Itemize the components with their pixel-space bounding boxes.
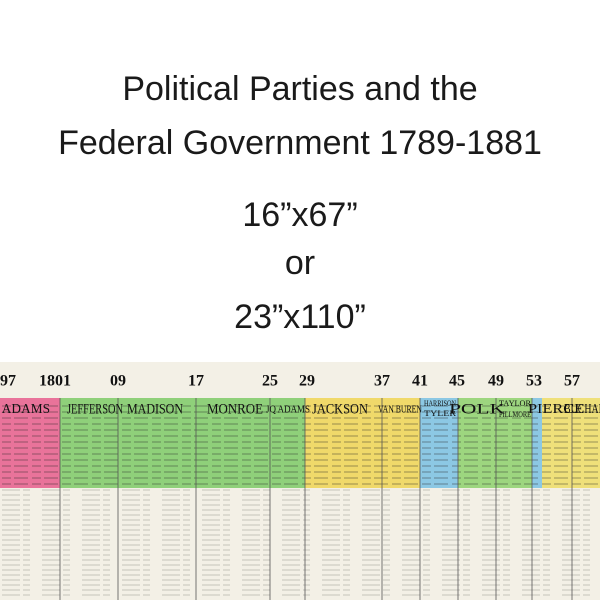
president-name: HARRISON (424, 399, 456, 408)
president-name: JACKSON (312, 401, 368, 417)
president-name: MONROE (207, 401, 263, 417)
year-label: 57 (564, 373, 580, 390)
president-name: TYLER (424, 409, 457, 418)
chart-strip: 97 1801 09 17 25 29 37 41 45 49 53 57 J ADAMS JEFFERS… (0, 362, 600, 600)
president-name: TAYLOR (499, 399, 532, 408)
year-label: 37 (374, 373, 390, 390)
president-name: VAN BUREN (378, 404, 422, 416)
president-name: POLK (449, 401, 505, 417)
year-label: 41 (412, 373, 428, 390)
year-label: 29 (299, 373, 315, 390)
title-line: Federal Government 1789-1881 (58, 124, 542, 162)
year-label: 1801 (39, 373, 71, 390)
title-line: Political Parties and the (122, 70, 478, 108)
year-label: 45 (449, 373, 465, 390)
year-label: 49 (488, 373, 504, 390)
party-bands (0, 398, 600, 488)
year-label: 17 (188, 373, 204, 390)
size-option: 23”x110” (234, 298, 366, 336)
president-name: JQ ADAMS (266, 404, 310, 416)
year-label: 25 (262, 373, 278, 390)
year-label: 53 (526, 373, 542, 390)
president-name: JEFFERSON (67, 401, 123, 417)
president-name: MADISON (127, 401, 183, 417)
year-label: 09 (110, 373, 126, 390)
size-separator: or (284, 244, 316, 282)
size-option: 16”x67” (242, 196, 358, 234)
president-name: PIERCE (528, 402, 584, 417)
president-name: BUCHANAN (564, 402, 600, 417)
president-name: J ADAMS (0, 402, 50, 417)
president-name: FILLMORE (499, 410, 531, 419)
fine-print (2, 398, 598, 600)
year-label: 97 (0, 373, 16, 390)
